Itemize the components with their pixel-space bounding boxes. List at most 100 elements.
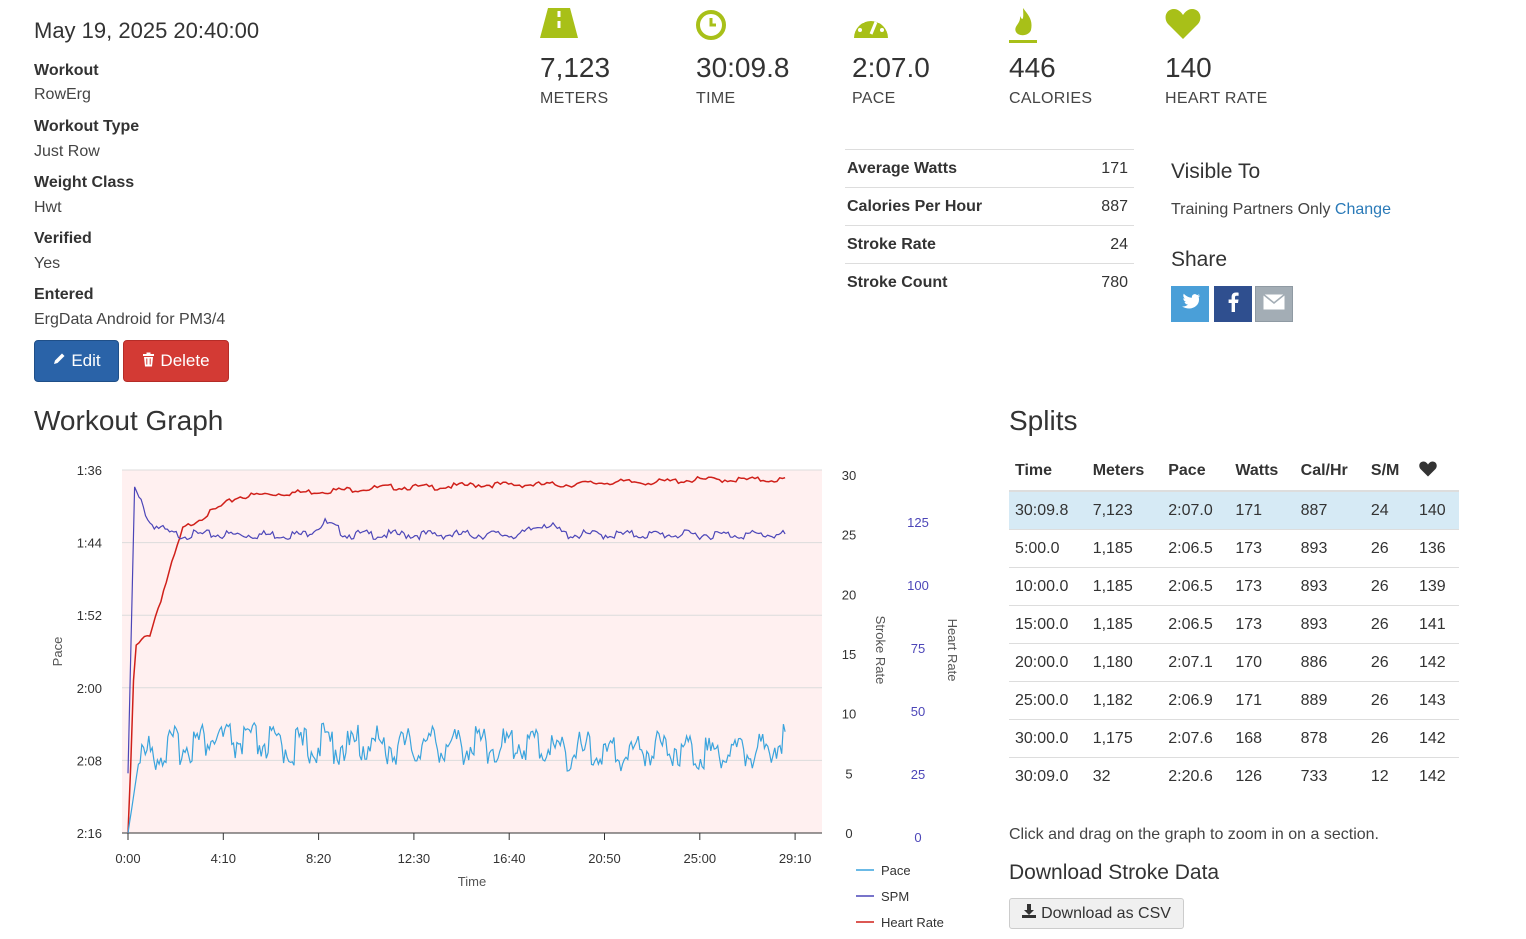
split-pace: 2:07.6 [1162, 719, 1230, 758]
workout-chart[interactable]: 1:36 1:44 1:52 2:00 2:08 2:16 Pace 0:00 4:10 8:20… [0, 450, 990, 939]
workout-type-label: Workout Type [34, 118, 140, 135]
split-meters: 7,123 [1086, 490, 1163, 530]
heart-rate-value: 140 [1165, 52, 1212, 83]
meters-value: 7,123 [540, 52, 611, 83]
pace-value: 2:07.0 [852, 52, 930, 83]
split-pace: 2:06.5 [1162, 605, 1230, 644]
split-watts: 173 [1229, 567, 1295, 606]
pencil-icon [52, 352, 66, 370]
stat-calories: 446 CALORIES [1009, 8, 1149, 108]
workout-details: Average Watts 171 Calories Per Hour 887 St… [845, 149, 1134, 301]
split-heart-rate: 142 [1412, 757, 1459, 795]
split-pace: 2:07.0 [1162, 490, 1230, 530]
split-heart-rate: 141 [1412, 605, 1459, 644]
split-time: 5:00.0 [1009, 529, 1087, 568]
x-tick-label: 8:20 [306, 851, 331, 866]
column-header-meters: Meters [1086, 452, 1163, 492]
split-time: 10:00.0 [1009, 567, 1087, 606]
x-tick-label: 16:40 [493, 851, 526, 866]
split-pace: 2:06.5 [1162, 529, 1230, 568]
split-watts: 170 [1229, 643, 1295, 682]
split-row: 5:00.0 1,185 2:06.5 173 893 26 136 [1009, 529, 1459, 568]
split-row: 30:09.0 32 2:20.6 126 733 12 142 [1009, 757, 1459, 795]
pace-tick-label: 2:16 [77, 826, 102, 841]
split-watts: 173 [1229, 605, 1295, 644]
heart-rate-axis-title: Heart Rate [945, 619, 960, 682]
weight-class-label: Weight Class [34, 174, 135, 191]
split-heart-rate: 143 [1412, 681, 1459, 720]
share-title: Share [1171, 248, 1228, 271]
split-row: 30:00.0 1,175 2:07.6 168 878 26 142 [1009, 719, 1459, 758]
calories-label: CALORIES [1009, 90, 1093, 107]
download-icon [1022, 904, 1037, 923]
split-spm: 12 [1364, 757, 1413, 795]
split-meters: 1,175 [1086, 719, 1163, 758]
x-tick-label: 4:10 [211, 851, 236, 866]
split-heart-rate: 136 [1412, 529, 1459, 568]
column-header-heart-rate [1412, 452, 1459, 492]
edit-button[interactable]: Edit [34, 340, 119, 382]
edit-label: Edit [71, 351, 101, 370]
detail-row: Calories Per Hour 887 [845, 187, 1134, 225]
zoom-hint: Click and drag on the graph to zoom in o… [1009, 826, 1379, 843]
column-header-time: Time [1009, 452, 1087, 492]
share-twitter-button[interactable] [1171, 286, 1209, 322]
detail-value: 887 [1101, 197, 1128, 215]
heart-rate-tick-label: 0 [914, 830, 921, 845]
workout-value: RowErg [34, 86, 91, 103]
split-time: 20:00.0 [1009, 643, 1087, 682]
column-header-pace: Pace [1162, 452, 1230, 492]
heart-icon [1419, 461, 1437, 481]
pace-tick-label: 2:00 [77, 681, 102, 696]
split-row: 15:00.0 1,185 2:06.5 173 893 26 141 [1009, 605, 1459, 644]
split-row: 25:00.0 1,182 2:06.9 171 889 26 143 [1009, 681, 1459, 720]
delete-label: Delete [160, 351, 210, 370]
detail-value: 171 [1101, 159, 1128, 177]
verified-value: Yes [34, 255, 61, 272]
splits-header-row: Time Meters Pace Watts Cal/Hr S/M [1009, 452, 1459, 492]
detail-value: 780 [1101, 273, 1128, 291]
download-csv-button[interactable]: Download as CSV [1009, 898, 1184, 929]
split-spm: 26 [1364, 605, 1413, 644]
split-meters: 1,185 [1086, 529, 1163, 568]
split-cal-hr: 887 [1294, 490, 1365, 530]
heart-rate-tick-label: 100 [907, 578, 929, 593]
split-heart-rate: 142 [1412, 719, 1459, 758]
entered-value: ErgData Android for PM3/4 [34, 311, 226, 328]
pace-tick-label: 1:52 [77, 608, 102, 623]
pace-axis-title: Pace [50, 637, 65, 667]
pace-tick-label: 1:44 [77, 536, 102, 551]
heart-icon [1165, 8, 1305, 48]
verified-label: Verified [34, 230, 92, 247]
split-pace: 2:06.5 [1162, 567, 1230, 606]
workout-date: May 19, 2025 20:40:00 [34, 18, 260, 43]
split-heart-rate: 142 [1412, 643, 1459, 682]
pace-tick-label: 1:36 [77, 463, 102, 478]
pace-tick-label: 2:08 [77, 753, 102, 768]
split-pace: 2:07.1 [1162, 643, 1230, 682]
stat-meters: 7,123 METERS [540, 8, 680, 108]
spm-line [127, 486, 786, 774]
detail-row: Stroke Rate 24 [845, 225, 1134, 263]
plot-background [122, 470, 822, 833]
download-label: Download as CSV [1041, 904, 1171, 922]
share-facebook-button[interactable] [1214, 286, 1252, 322]
split-row: 10:00.0 1,185 2:06.5 173 893 26 139 [1009, 567, 1459, 606]
detail-label: Stroke Count [847, 273, 948, 291]
splits-title: Splits [1009, 405, 1078, 436]
split-watts: 168 [1229, 719, 1295, 758]
change-visibility-link[interactable]: Change [1334, 201, 1391, 218]
split-spm: 26 [1364, 529, 1413, 568]
split-time: 30:09.8 [1009, 490, 1087, 530]
detail-label: Calories Per Hour [847, 197, 983, 215]
split-row: 30:09.8 7,123 2:07.0 171 887 24 140 [1009, 490, 1459, 530]
split-cal-hr: 733 [1294, 757, 1365, 795]
heart-rate-tick-label: 50 [911, 704, 925, 719]
clock-icon [696, 8, 836, 48]
delete-button[interactable]: Delete [123, 340, 229, 382]
stroke-rate-tick-label: 10 [842, 707, 856, 722]
split-time: 25:00.0 [1009, 681, 1087, 720]
share-email-button[interactable] [1255, 286, 1293, 322]
stroke-rate-tick-label: 0 [845, 826, 852, 841]
split-spm: 24 [1364, 490, 1413, 530]
